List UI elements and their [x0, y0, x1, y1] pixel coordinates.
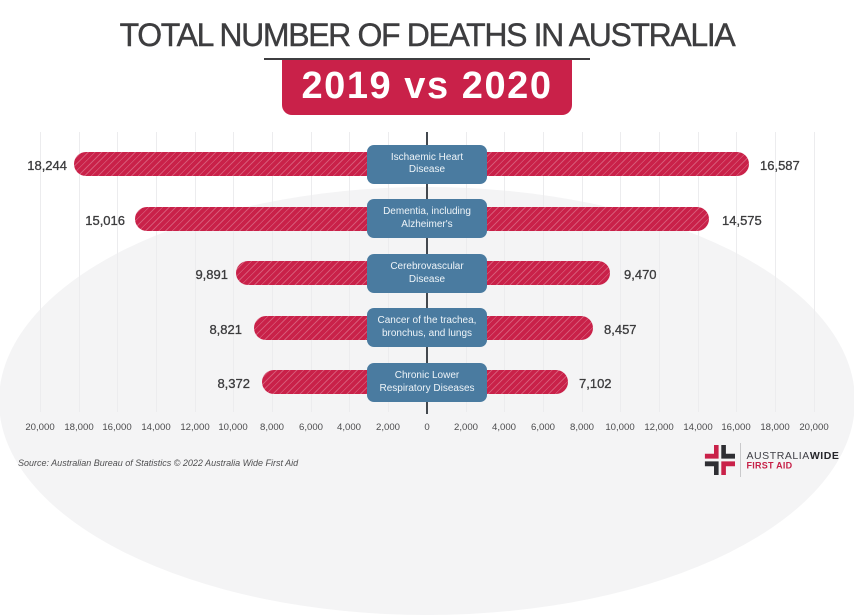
svg-text:FIRST AID: FIRST AID — [747, 460, 793, 470]
svg-text:AUSTRALIAWIDE: AUSTRALIAWIDE — [747, 450, 840, 462]
